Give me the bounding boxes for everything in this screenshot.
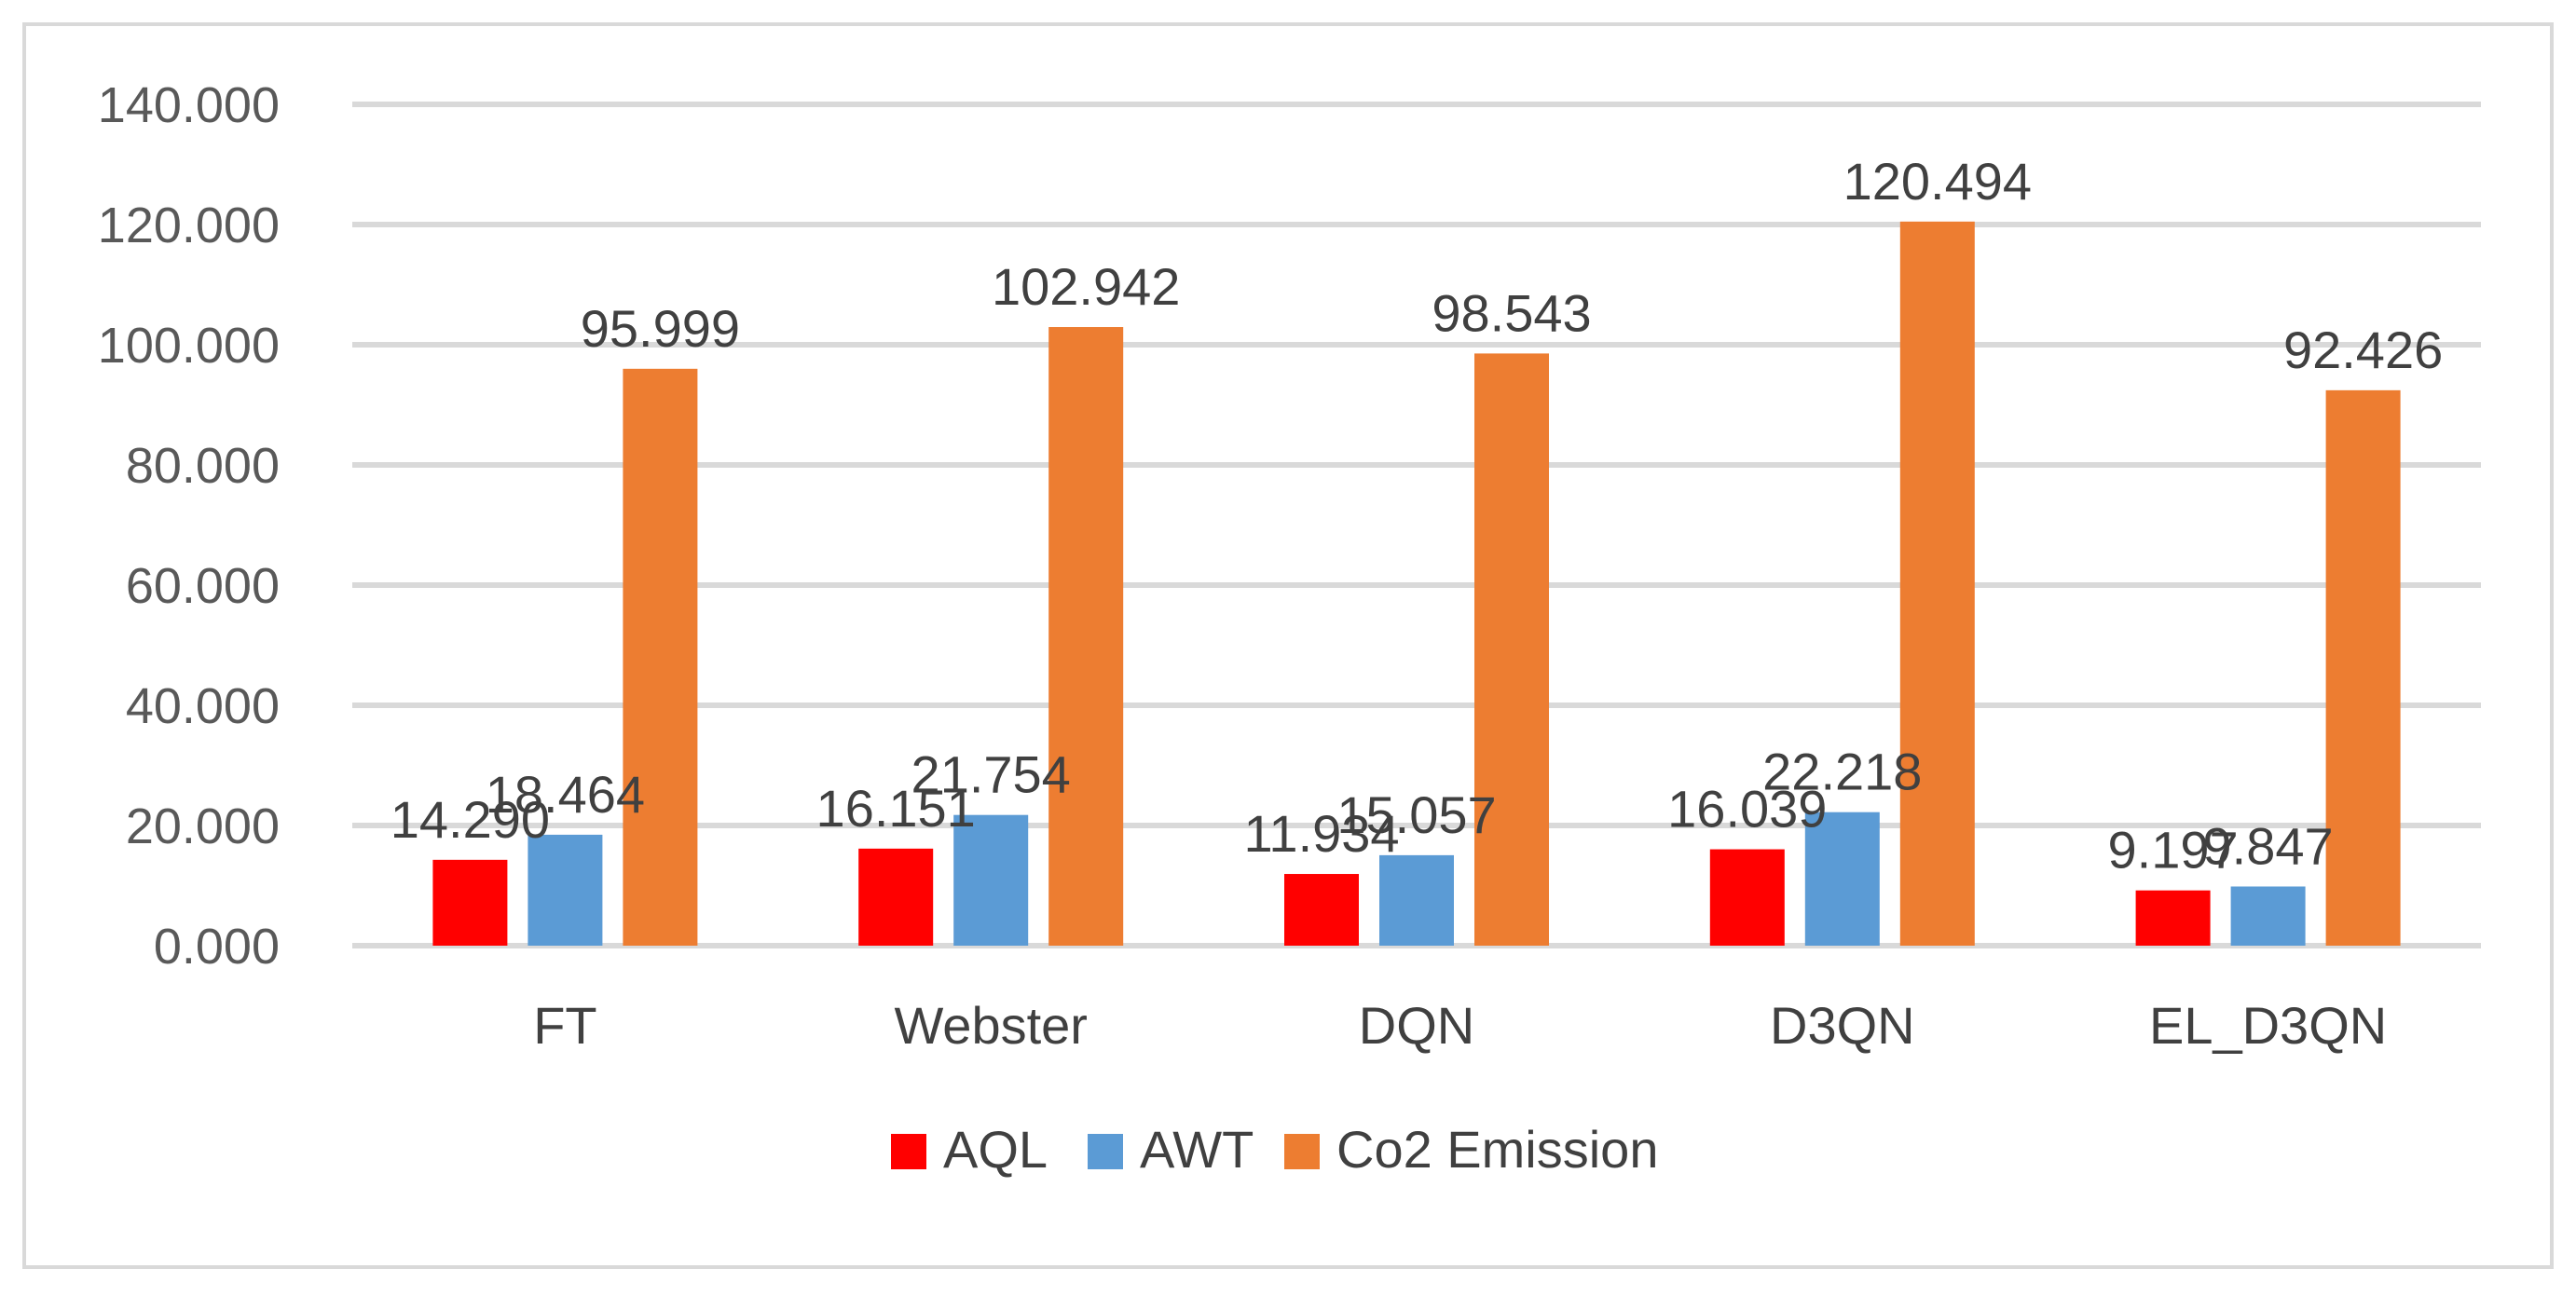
data-label-aql-dqn: 11.934 — [1243, 804, 1399, 863]
bar-co2-emission-dqn — [1474, 353, 1549, 946]
data-label-awt-webster: 21.754 — [911, 745, 1071, 804]
legend-label-awt: AWT — [1140, 1120, 1254, 1179]
category-label-dqn: DQN — [1359, 996, 1474, 1055]
data-label-co2-emission-ft: 95.999 — [581, 299, 740, 358]
chart-frame — [22, 22, 2554, 1269]
gridlines — [352, 102, 2481, 948]
legend-item-awt: AWT — [1088, 1120, 1254, 1179]
y-tick-label: 0.000 — [154, 919, 280, 975]
data-label-co2-emission-webster: 102.942 — [992, 257, 1180, 316]
legend-swatch-co2-emission — [1284, 1134, 1320, 1169]
bar-aql-d3qn — [1709, 849, 1785, 946]
bar-aql-webster — [858, 848, 934, 946]
bar-awt-ft — [528, 834, 603, 946]
legend-label-aql: AQL — [943, 1120, 1048, 1179]
bar-awt-d3qn — [1804, 812, 1880, 946]
legend-item-co2-emission: Co2 Emission — [1284, 1120, 1658, 1179]
bar-co2-emission-ft — [623, 368, 698, 946]
bar-co2-emission-el-d3qn — [2325, 389, 2401, 946]
bar-awt-webster — [953, 814, 1029, 946]
data-label-aql-ft: 14.290 — [391, 790, 550, 849]
data-label-awt-el-d3qn: 9.847 — [2203, 816, 2334, 875]
category-label-d3qn: D3QN — [1770, 996, 1915, 1055]
legend-swatch-awt — [1088, 1134, 1123, 1169]
data-label-awt-dqn: 15.057 — [1336, 785, 1496, 844]
data-label-aql-el-d3qn: 9.197 — [2108, 821, 2239, 880]
data-label-aql-webster: 16.151 — [816, 779, 976, 838]
bar-co2-emission-d3qn — [1899, 221, 1975, 946]
bar-aql-dqn — [1284, 874, 1359, 946]
bars — [432, 221, 2401, 946]
legend: AQL AWT Co2 Emission — [891, 1120, 1658, 1179]
data-label-co2-emission-dqn: 98.543 — [1432, 283, 1591, 342]
y-tick-label: 80.000 — [126, 438, 280, 494]
y-tick-label: 40.000 — [126, 678, 280, 734]
data-label-co2-emission-el-d3qn: 92.426 — [2283, 321, 2443, 379]
y-tick-label: 100.000 — [98, 318, 280, 374]
data-label-co2-emission-d3qn: 120.494 — [1843, 152, 2032, 211]
bar-awt-el-d3qn — [2230, 886, 2306, 946]
bar-aql-ft — [432, 859, 508, 946]
y-tick-label: 140.000 — [98, 77, 280, 133]
legend-label-co2-emission: Co2 Emission — [1336, 1120, 1658, 1179]
bar-awt-dqn — [1379, 854, 1454, 946]
legend-item-aql: AQL — [891, 1120, 1048, 1179]
data-label-awt-ft: 18.464 — [486, 765, 645, 824]
bar-aql-el-d3qn — [2135, 890, 2211, 946]
category-label-el-d3qn: EL_D3QN — [2149, 996, 2387, 1055]
category-label-ft: FT — [533, 996, 596, 1055]
y-axis-tick-labels: 0.000 20.000 40.000 60.000 80.000 100.000 120.… — [98, 77, 280, 975]
y-tick-label: 20.000 — [126, 798, 280, 854]
category-label-webster: Webster — [894, 996, 1087, 1055]
data-label-aql-d3qn: 16.039 — [1667, 780, 1827, 839]
bar-co2-emission-webster — [1048, 327, 1124, 946]
data-label-awt-d3qn: 22.218 — [1762, 743, 1922, 801]
y-tick-label: 60.000 — [126, 558, 280, 614]
legend-swatch-aql — [891, 1134, 926, 1169]
x-axis-category-labels: FT Webster DQN D3QN EL_D3QN — [533, 996, 2387, 1055]
y-tick-label: 120.000 — [98, 198, 280, 253]
